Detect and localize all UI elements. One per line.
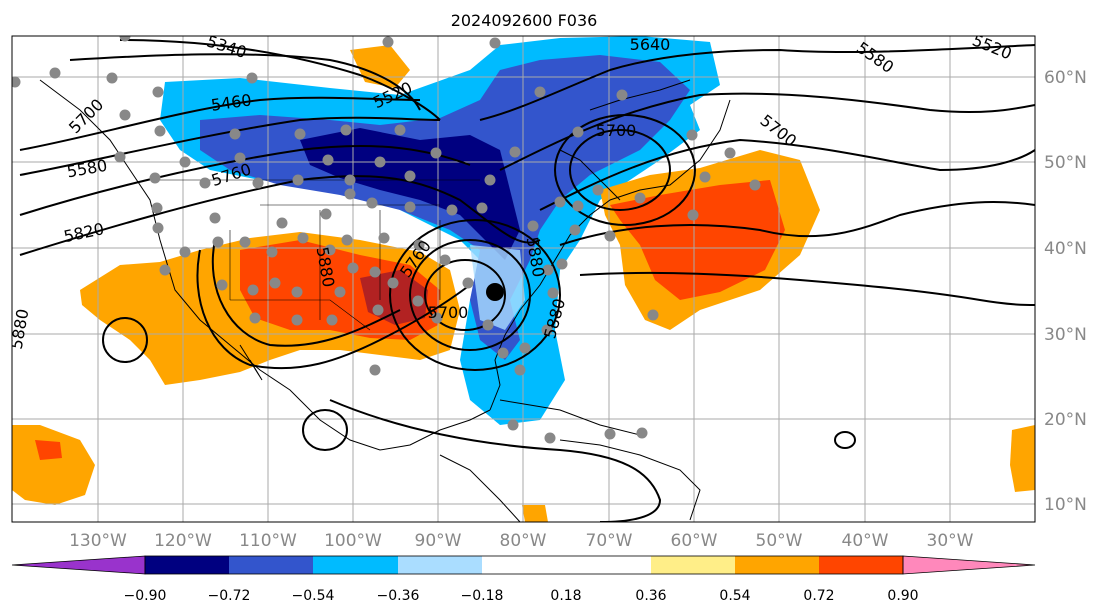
contour-label: 5700 — [596, 121, 637, 140]
lon-label: 110°W — [239, 531, 297, 551]
lon-label: 70°W — [586, 531, 633, 551]
colorbar-tick-label: −0.72 — [208, 588, 251, 604]
lat-label: 60°N — [1044, 68, 1087, 88]
colorbar-segment — [398, 556, 482, 574]
lon-label: 120°W — [154, 531, 212, 551]
colorbar-segment — [145, 556, 229, 574]
colorbar: −0.90 −0.72 −0.54 −0.36 −0.18 0.18 0.36 … — [11, 555, 1036, 604]
storm-center-marker — [486, 283, 504, 301]
colorbar-segment — [11, 555, 146, 575]
colorbar-tick-label: −0.18 — [461, 588, 504, 604]
colorbar-tick-label: 0.36 — [635, 588, 666, 604]
longitude-labels: 130°W 120°W 110°W 100°W 90°W 80°W 70°W 6… — [69, 531, 974, 551]
lon-label: 40°W — [842, 531, 889, 551]
colorbar-segment — [819, 556, 903, 574]
station-markers — [12, 36, 761, 444]
height-contours — [19, 39, 1035, 522]
colorbar-tick-label: −0.54 — [292, 588, 335, 604]
lon-label: 90°W — [415, 531, 462, 551]
anomaly-red-patch-southwest — [35, 440, 62, 460]
lon-label: 50°W — [756, 531, 803, 551]
anomaly-orange-patch-east — [1010, 425, 1035, 492]
lon-label: 30°W — [927, 531, 974, 551]
colorbar-tick-label: 0.54 — [719, 588, 750, 604]
anomaly-orange-patch-south — [522, 505, 548, 522]
lon-label: 100°W — [324, 531, 382, 551]
lat-label: 40°N — [1044, 239, 1087, 259]
lat-label: 50°N — [1044, 153, 1087, 173]
lat-label: 30°N — [1044, 325, 1087, 345]
colorbar-segment — [229, 556, 313, 574]
lat-label: 10°N — [1044, 495, 1087, 515]
colorbar-tick-label: −0.36 — [377, 588, 420, 604]
latitude-labels: 60°N 50°N 40°N 30°N 20°N 10°N — [1044, 68, 1087, 515]
colorbar-tick-label: 0.72 — [803, 588, 834, 604]
anomaly-navy-region — [300, 128, 520, 260]
lon-label: 130°W — [69, 531, 127, 551]
lon-label: 80°W — [500, 531, 547, 551]
colorbar-segment — [902, 555, 1036, 575]
colorbar-frame — [144, 555, 904, 575]
colorbar-tick-label: −0.90 — [124, 588, 167, 604]
colorbar-tick-label: 0.90 — [887, 588, 918, 604]
colorbar-segment — [651, 556, 735, 574]
colorbar-segment — [482, 556, 651, 574]
anomaly-orange-region-southwest — [12, 425, 95, 505]
colorbar-tick-label: 0.18 — [550, 588, 581, 604]
colorbar-segment — [313, 556, 398, 574]
figure-title: 2024092600 F036 — [451, 11, 598, 30]
colorbar-segment — [735, 556, 819, 574]
contour-label: 5640 — [630, 35, 671, 54]
contour-label: 5700 — [428, 303, 469, 322]
lat-label: 20°N — [1044, 410, 1087, 430]
map-frame — [11, 35, 1036, 523]
lon-label: 60°W — [671, 531, 718, 551]
anomaly-red-region-atlantic — [610, 180, 785, 300]
